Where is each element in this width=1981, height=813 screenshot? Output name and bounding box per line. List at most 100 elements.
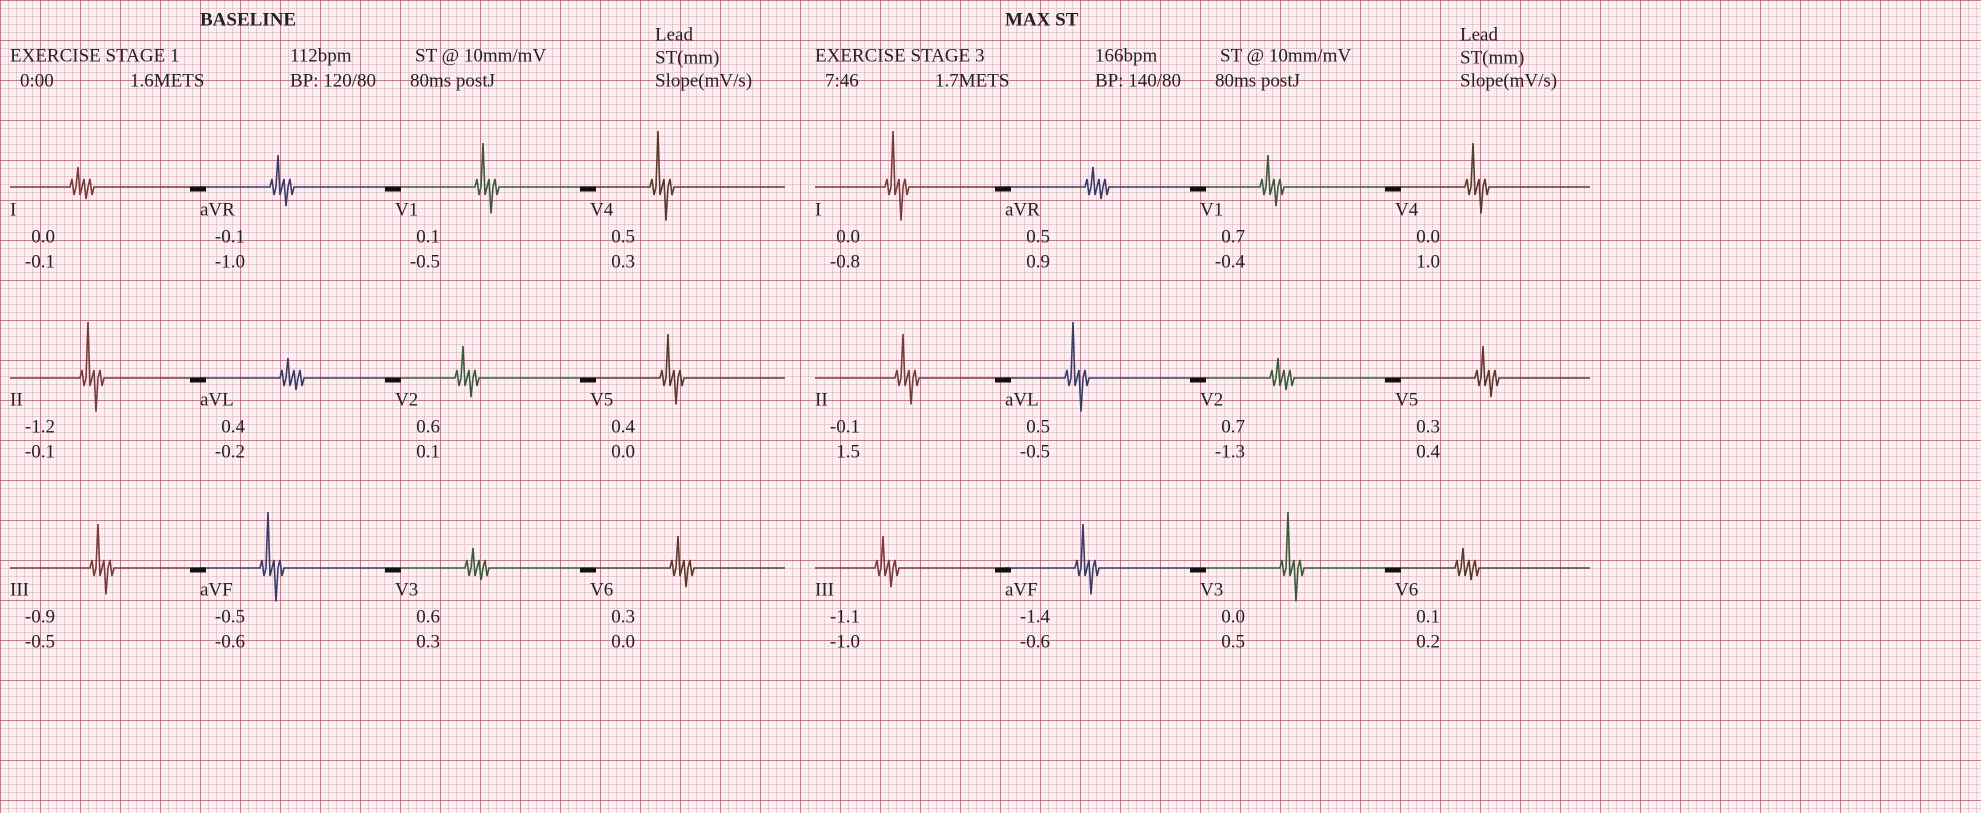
lead-name: V3 xyxy=(1200,579,1224,601)
slope-value: -0.1 xyxy=(24,251,55,273)
ecg-waveform xyxy=(1005,321,1200,412)
lead-name: V1 xyxy=(395,199,419,221)
mets: 1.7METS xyxy=(935,70,1010,92)
panel-title: MAX ST xyxy=(1005,9,1079,31)
slope-value: -0.8 xyxy=(829,251,860,273)
st-value: 0.0 xyxy=(1221,606,1245,628)
lead-name: V5 xyxy=(590,389,614,411)
st-setting: ST @ 10mm/mV xyxy=(415,45,547,67)
st-value: -0.5 xyxy=(214,606,245,628)
st-value: 0.4 xyxy=(221,416,245,438)
legend-label: Slope(mV/s) xyxy=(1460,70,1558,92)
lead-name: V4 xyxy=(1395,199,1419,221)
lead-name: aVL xyxy=(1005,389,1039,411)
ecg-waveform xyxy=(395,142,590,214)
ecg-waveform xyxy=(395,345,590,398)
ecg-waveform xyxy=(10,166,205,200)
slope-value: 0.3 xyxy=(416,631,440,653)
post-j: 80ms postJ xyxy=(1215,70,1300,92)
heart-rate: 166bpm xyxy=(1095,45,1158,67)
panel-title: BASELINE xyxy=(200,9,297,31)
st-value: 0.6 xyxy=(416,416,440,438)
legend-label: Lead xyxy=(1460,24,1498,46)
slope-value: 0.1 xyxy=(416,441,440,463)
st-value: -1.4 xyxy=(1019,606,1050,628)
st-value: -0.9 xyxy=(24,606,55,628)
slope-value: -0.6 xyxy=(1019,631,1050,653)
ecg-waveform xyxy=(10,523,205,595)
lead-name: V2 xyxy=(395,389,419,411)
slope-value: 0.0 xyxy=(611,631,635,653)
legend-label: Slope(mV/s) xyxy=(655,70,753,92)
lead-name: V1 xyxy=(1200,199,1224,221)
ecg-waveform xyxy=(1005,166,1200,200)
slope-value: -1.0 xyxy=(829,631,860,653)
ecg-waveform xyxy=(815,333,1010,405)
st-value: 0.6 xyxy=(416,606,440,628)
post-j: 80ms postJ xyxy=(410,70,495,92)
mets: 1.6METS xyxy=(130,70,205,92)
ecg-waveform xyxy=(1395,142,1590,214)
ecg-waveform xyxy=(1395,345,1590,398)
lead-name: V4 xyxy=(590,199,614,221)
lead-name: V2 xyxy=(1200,389,1224,411)
ecg-waveform xyxy=(1200,357,1395,391)
slope-value: 0.4 xyxy=(1416,441,1440,463)
blood-pressure: BP: 140/80 xyxy=(1095,70,1182,92)
lead-name: aVR xyxy=(1005,199,1040,221)
st-value: 0.3 xyxy=(611,606,635,628)
slope-value: 0.9 xyxy=(1026,251,1050,273)
st-value: 0.0 xyxy=(836,226,860,248)
st-value: -1.2 xyxy=(24,416,55,438)
st-value: 0.0 xyxy=(1416,226,1440,248)
lead-name: I xyxy=(815,199,822,221)
slope-value: 0.3 xyxy=(611,251,635,273)
slope-value: -0.6 xyxy=(214,631,245,653)
ecg-waveform xyxy=(200,357,395,391)
blood-pressure: BP: 120/80 xyxy=(290,70,377,92)
lead-name: V6 xyxy=(590,579,614,601)
lead-name: III xyxy=(10,579,29,601)
legend-label: Lead xyxy=(655,24,693,46)
exercise-stage: EXERCISE STAGE 3 xyxy=(815,45,985,67)
st-value: 0.7 xyxy=(1221,416,1245,438)
legend-label: ST(mm) xyxy=(1460,47,1525,69)
st-value: 0.7 xyxy=(1221,226,1245,248)
legend-label: ST(mm) xyxy=(655,47,720,69)
st-value: 0.5 xyxy=(611,226,635,248)
ecg-waveform xyxy=(1200,154,1395,207)
ecg-waveform xyxy=(1005,523,1200,595)
slope-value: -1.0 xyxy=(214,251,245,273)
slope-value: -1.3 xyxy=(1214,441,1245,463)
st-setting: ST @ 10mm/mV xyxy=(1220,45,1352,67)
lead-name: aVF xyxy=(1005,579,1038,601)
lead-name: V5 xyxy=(1395,389,1419,411)
stage-time: 0:00 xyxy=(20,70,54,92)
ecg-waveform xyxy=(815,535,1010,588)
ecg-waveform xyxy=(200,154,395,207)
st-value: 0.4 xyxy=(611,416,635,438)
ecg-waveform xyxy=(815,130,1010,221)
lead-name: II xyxy=(10,389,23,411)
slope-value: 0.0 xyxy=(611,441,635,463)
lead-name: II xyxy=(815,389,828,411)
st-value: 0.5 xyxy=(1026,416,1050,438)
ecg-waveform xyxy=(395,547,590,581)
slope-value: -0.5 xyxy=(1019,441,1050,463)
slope-value: -0.4 xyxy=(1214,251,1245,273)
st-value: 0.0 xyxy=(31,226,55,248)
st-value: 0.5 xyxy=(1026,226,1050,248)
lead-name: I xyxy=(10,199,17,221)
st-value: -0.1 xyxy=(214,226,245,248)
lead-name: III xyxy=(815,579,834,601)
ecg-waveform xyxy=(590,535,785,588)
slope-value: -0.5 xyxy=(409,251,440,273)
st-value: 0.1 xyxy=(1416,606,1440,628)
ecg-waveform xyxy=(1200,511,1395,602)
st-value: 0.1 xyxy=(416,226,440,248)
lead-name: V3 xyxy=(395,579,419,601)
slope-value: 0.2 xyxy=(1416,631,1440,653)
slope-value: -0.2 xyxy=(214,441,245,463)
lead-name: aVF xyxy=(200,579,233,601)
